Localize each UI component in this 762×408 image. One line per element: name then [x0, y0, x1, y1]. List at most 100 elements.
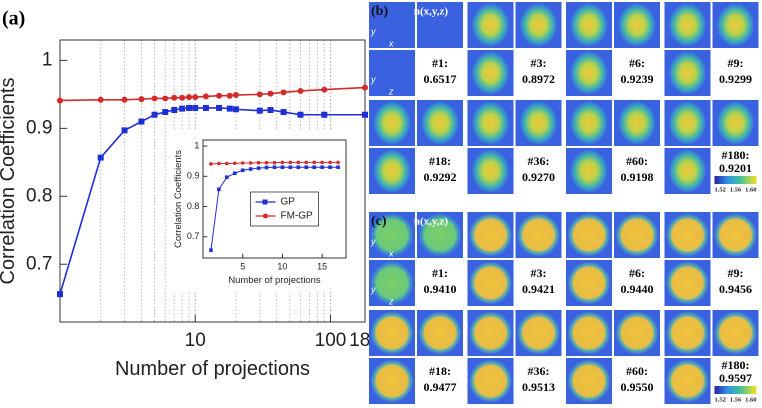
- y-axis-label: Correlation Coefficients: [173, 150, 184, 248]
- quantity-label: n(x,y,z): [414, 216, 449, 228]
- marker: [226, 92, 233, 99]
- tile-image: [370, 213, 414, 257]
- tile-image: [520, 3, 557, 47]
- x-axis-label: Number of projections: [228, 275, 321, 286]
- y-tick-label: 0.8: [187, 201, 200, 211]
- x-tick-label: 100: [315, 330, 347, 351]
- marker: [267, 106, 274, 113]
- tile-background: [369, 50, 415, 96]
- axis-glyph: z: [388, 86, 394, 96]
- tile-image: [516, 311, 561, 355]
- marker: [225, 175, 229, 180]
- label-cell: [417, 260, 463, 306]
- marker: [312, 160, 317, 165]
- marker: [179, 105, 186, 112]
- marker: [321, 86, 328, 93]
- tile-background: [417, 2, 463, 48]
- marker: [272, 160, 277, 165]
- tile-value: 0.9198: [621, 170, 654, 184]
- tile-image: [570, 149, 608, 193]
- marker: [297, 111, 304, 118]
- tile-value: 0.6517: [424, 72, 457, 86]
- label-cell: [417, 148, 463, 194]
- marker: [280, 160, 285, 165]
- marker: [226, 105, 233, 112]
- label-cell: [614, 260, 660, 306]
- colorbar-label: 1.60: [745, 186, 756, 193]
- tile-image: [468, 261, 513, 305]
- colorbar-label: 1.56: [730, 186, 742, 193]
- marker: [186, 104, 193, 111]
- marker: [179, 94, 186, 101]
- tile-value: 0.9456: [719, 282, 752, 296]
- tile-background: [369, 2, 415, 48]
- marker: [162, 109, 169, 116]
- tile-image: [472, 51, 509, 95]
- axis-glyph: z: [388, 296, 394, 306]
- label-cell: [515, 358, 562, 404]
- y-axis-label: Correlation Coefficients: [0, 78, 19, 285]
- marker: [186, 94, 193, 101]
- marker: [232, 161, 237, 166]
- panel-label: (b): [371, 4, 388, 19]
- marker: [256, 91, 263, 98]
- colorbar-label: 1.56: [730, 396, 742, 403]
- marker: [151, 111, 158, 118]
- marker: [267, 90, 274, 97]
- marker: [328, 160, 332, 165]
- marker: [256, 107, 263, 114]
- tile-id: #36:: [528, 154, 550, 168]
- axis-glyph: y: [370, 26, 376, 36]
- tile-value: 0.9299: [719, 72, 752, 86]
- tile-id: #18:: [429, 364, 451, 378]
- label-cell: [515, 260, 562, 306]
- tile-image: [713, 213, 758, 257]
- tile-image: [717, 3, 754, 47]
- marker: [256, 160, 261, 165]
- tile-value: 0.8972: [522, 72, 555, 86]
- marker: [232, 171, 237, 176]
- x-tick-label: 15: [317, 261, 327, 271]
- marker: [151, 95, 158, 102]
- plot-frame: [202, 139, 347, 259]
- marker: [256, 166, 261, 170]
- label-cell: [515, 50, 562, 96]
- tile-image: [468, 213, 513, 257]
- tile-image: [370, 311, 414, 355]
- quantity-label: n(x,y,z): [414, 6, 449, 18]
- marker: [320, 165, 324, 170]
- y-tick-label: 0.7: [187, 231, 200, 241]
- marker: [362, 84, 368, 91]
- label-cell: [712, 50, 759, 96]
- tile-image: [370, 359, 414, 403]
- marker: [328, 165, 332, 170]
- label-cell: [712, 260, 759, 306]
- x-tick-label: 10: [185, 330, 206, 351]
- tile-image: [570, 3, 608, 47]
- marker: [216, 104, 223, 111]
- tile-image: [520, 101, 557, 145]
- tile-image: [421, 101, 459, 145]
- tile-image: [669, 51, 706, 95]
- marker: [232, 92, 239, 99]
- y-tick-label: 0.9: [26, 117, 52, 138]
- tile-image: [615, 213, 659, 257]
- tile-id: #9:: [728, 266, 744, 280]
- marker: [288, 165, 293, 170]
- tile-id: #3:: [531, 56, 547, 70]
- tile-image: [618, 101, 656, 145]
- marker: [202, 104, 209, 111]
- tile-image: [665, 213, 710, 257]
- panel-label: (c): [371, 214, 387, 229]
- tile-image: [665, 359, 710, 403]
- marker: [121, 127, 128, 134]
- y-tick-label: 1: [194, 140, 199, 150]
- axis-glyph: x: [388, 38, 394, 48]
- marker: [320, 160, 324, 165]
- marker: [240, 161, 245, 165]
- marker: [264, 160, 269, 165]
- tile-image: [669, 149, 706, 193]
- tile-id: #1:: [432, 266, 448, 280]
